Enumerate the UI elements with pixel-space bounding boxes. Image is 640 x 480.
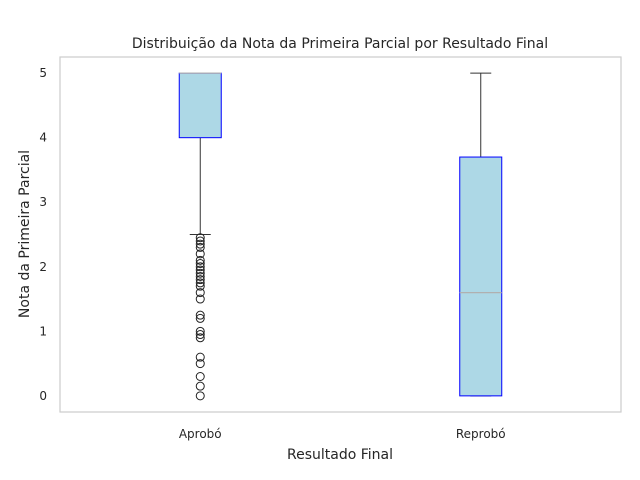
outlier-point	[195, 372, 205, 381]
x-axis-ticks: Aprobó Reprobó	[179, 427, 506, 441]
box-group	[178, 72, 222, 401]
x-tick-label: Aprobó	[179, 427, 222, 441]
outlier-point	[195, 239, 205, 249]
y-tick-label: 3	[39, 195, 47, 209]
outlier-point	[195, 255, 205, 265]
outlier-point	[195, 262, 205, 272]
chart-title: Distribuição da Nota da Primeira Parcial…	[132, 36, 548, 52]
y-axis-label: Nota da Primeira Parcial	[17, 150, 33, 318]
y-tick-label: 1	[39, 324, 47, 338]
outlier-point	[195, 288, 205, 298]
outlier-point	[195, 275, 205, 285]
outlier-point	[195, 233, 205, 243]
y-tick-label: 5	[39, 66, 47, 80]
y-axis-ticks: 0 1 2 3 4 5	[39, 66, 47, 403]
outlier-point	[195, 333, 205, 343]
box-group	[459, 72, 503, 397]
outlier-point	[195, 236, 205, 246]
outlier-point	[195, 249, 205, 259]
y-tick-label: 0	[39, 389, 47, 403]
outlier-point	[195, 259, 205, 269]
outlier-point	[195, 271, 205, 281]
outlier-point	[195, 278, 205, 288]
outlier-point	[195, 352, 205, 362]
outlier-point	[195, 265, 205, 275]
outlier-point	[195, 330, 205, 340]
outlier-point	[195, 313, 205, 323]
outlier-point	[195, 391, 205, 401]
outlier-point	[195, 359, 205, 369]
x-tick-label: Reprobó	[456, 427, 506, 441]
box-iqr	[459, 156, 503, 397]
outlier-point	[195, 281, 205, 291]
outlier-point	[195, 268, 205, 278]
outlier-point	[195, 310, 205, 320]
box-iqr	[178, 72, 222, 139]
boxes-layer	[178, 72, 503, 401]
outlier-point	[195, 326, 205, 336]
outlier-point	[195, 381, 205, 391]
y-tick-label: 4	[39, 131, 47, 145]
outlier-point	[195, 294, 205, 304]
x-axis-label: Resultado Final	[287, 447, 393, 463]
plot-frame	[59, 56, 622, 413]
y-tick-label: 2	[39, 260, 47, 274]
outlier-point	[195, 242, 205, 252]
